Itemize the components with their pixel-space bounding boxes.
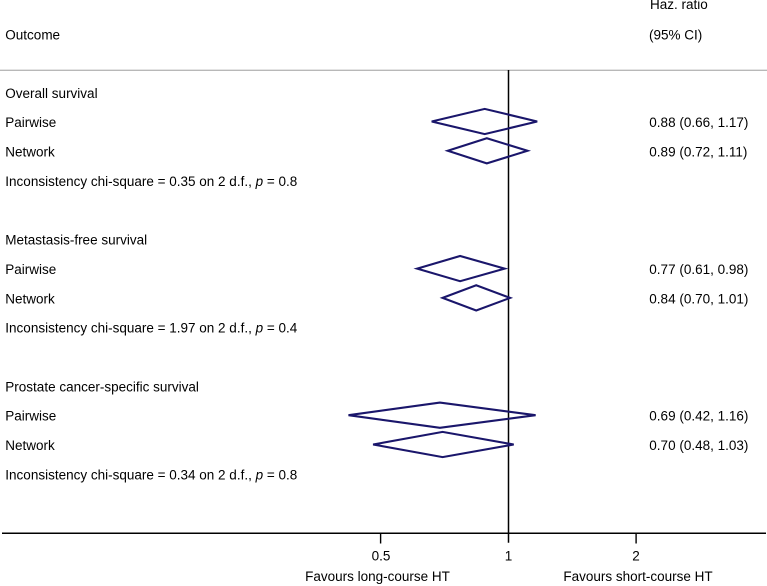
svg-text:Inconsistency chi-square = 0.3: Inconsistency chi-square = 0.35 on 2 d.f… [5,174,297,189]
svg-text:0.70 (0.48, 1.03): 0.70 (0.48, 1.03) [649,438,748,453]
svg-text:Network: Network [5,145,55,160]
svg-text:0.5: 0.5 [372,549,391,564]
svg-text:Inconsistency chi-square = 1.9: Inconsistency chi-square = 1.97 on 2 d.f… [5,321,297,336]
svg-text:(95% CI): (95% CI) [649,27,702,42]
svg-text:Overall survival: Overall survival [5,86,97,101]
svg-text:2: 2 [632,549,640,564]
svg-text:Pairwise: Pairwise [5,262,56,277]
svg-text:Favours long-course HT: Favours long-course HT [305,569,450,584]
svg-text:Pairwise: Pairwise [5,115,56,130]
svg-text:0.89 (0.72, 1.11): 0.89 (0.72, 1.11) [649,145,747,160]
svg-text:0.88 (0.66, 1.17): 0.88 (0.66, 1.17) [649,115,748,130]
svg-text:Haz. ratio: Haz. ratio [650,0,708,12]
svg-text:0.84 (0.70, 1.01): 0.84 (0.70, 1.01) [649,291,748,306]
svg-text:0.69 (0.42, 1.16): 0.69 (0.42, 1.16) [649,409,748,424]
svg-text:Outcome: Outcome [5,27,60,42]
svg-text:Network: Network [5,291,55,306]
svg-text:Metastasis-free survival: Metastasis-free survival [5,233,147,248]
svg-text:Inconsistency chi-square = 0.3: Inconsistency chi-square = 0.34 on 2 d.f… [5,467,297,482]
svg-text:Favours short-course HT: Favours short-course HT [563,569,712,584]
svg-text:0.77 (0.61, 0.98): 0.77 (0.61, 0.98) [649,262,748,277]
svg-text:Network: Network [5,438,55,453]
svg-text:Prostate cancer-specific survi: Prostate cancer-specific survival [5,379,199,394]
svg-text:1: 1 [505,549,513,564]
svg-text:Pairwise: Pairwise [5,409,56,424]
